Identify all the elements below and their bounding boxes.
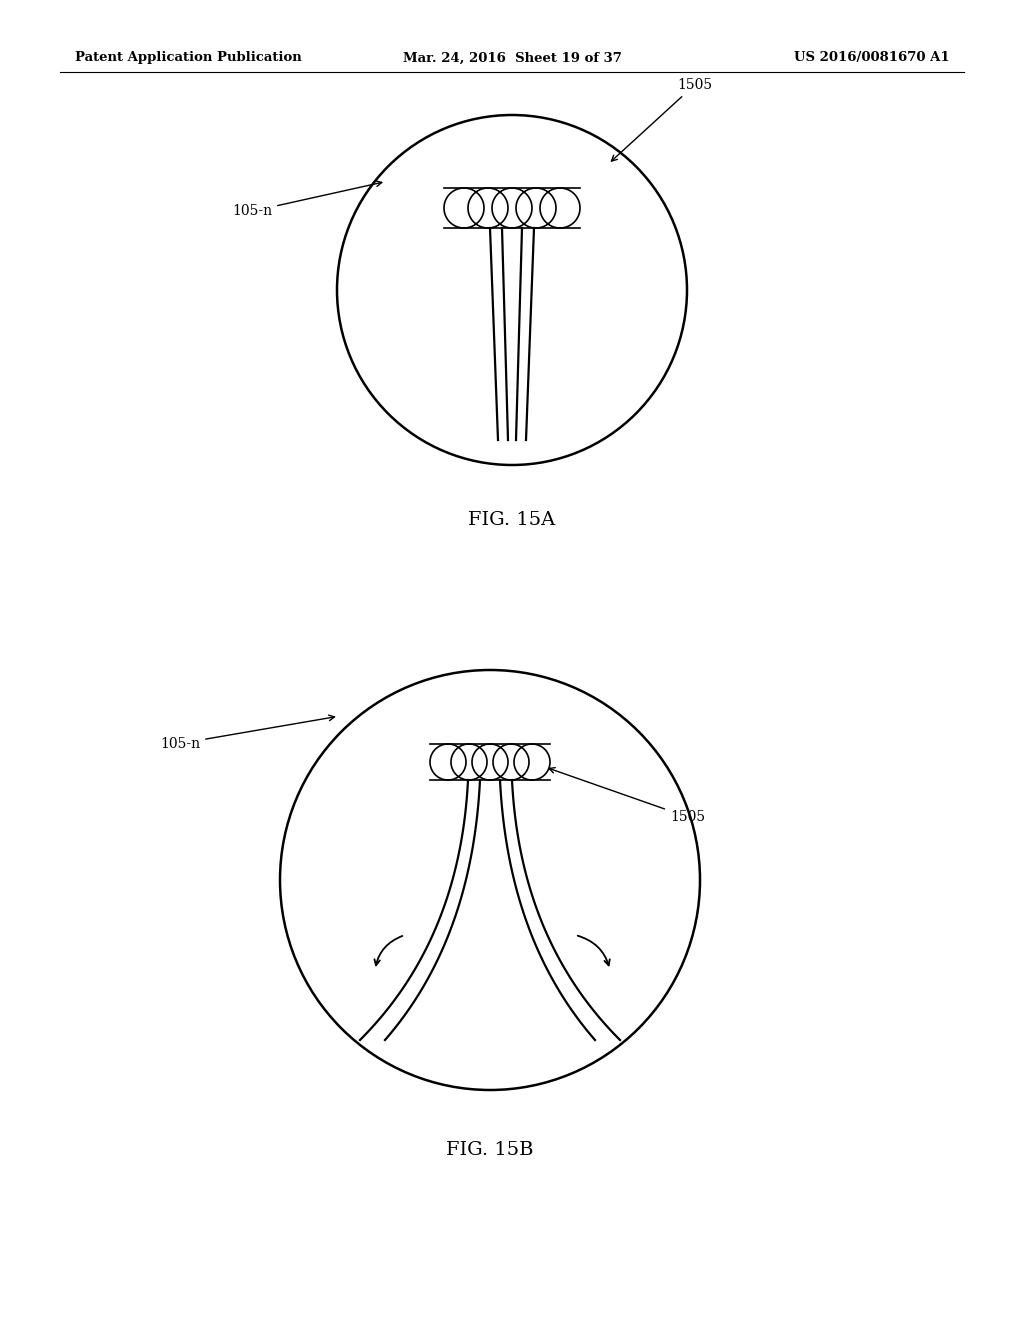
Text: 105-n: 105-n	[160, 715, 335, 751]
Text: Patent Application Publication: Patent Application Publication	[75, 51, 302, 65]
Text: 105-n: 105-n	[232, 181, 382, 218]
Text: FIG. 15A: FIG. 15A	[468, 511, 556, 529]
Text: FIG. 15B: FIG. 15B	[446, 1140, 534, 1159]
Text: US 2016/0081670 A1: US 2016/0081670 A1	[795, 51, 950, 65]
Text: 1505: 1505	[549, 768, 706, 824]
Text: Mar. 24, 2016  Sheet 19 of 37: Mar. 24, 2016 Sheet 19 of 37	[402, 51, 622, 65]
Text: 1505: 1505	[611, 78, 712, 161]
